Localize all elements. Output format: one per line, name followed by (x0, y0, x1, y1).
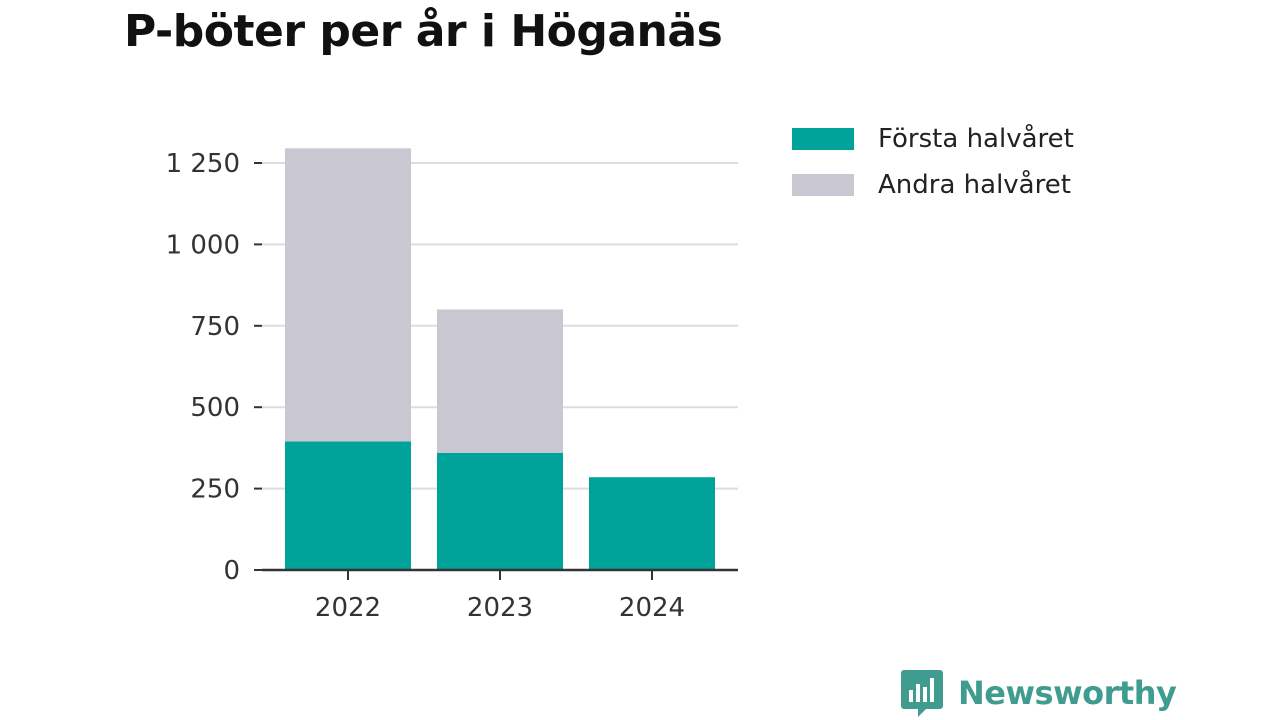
bar-chart-speech-bubble-icon (901, 670, 943, 717)
y-tick-label-1250: 1 250 (166, 149, 240, 179)
legend-item-forsta: Första halvåret (792, 116, 1074, 162)
y-tick-label-1000: 1 000 (166, 230, 240, 260)
bars (285, 148, 715, 570)
y-tick-label-0: 0 (223, 556, 240, 586)
legend-item-andra: Andra halvåret (792, 162, 1074, 208)
bar-2022-series-0 (285, 441, 411, 570)
y-tick-label-500: 500 (190, 393, 240, 423)
bar-2024-series-0 (589, 477, 715, 570)
bar-2022-series-1 (285, 148, 411, 442)
legend-swatch-forsta (792, 128, 854, 150)
y-tick-label-750: 750 (190, 312, 240, 342)
axes: 0 250 500 750 1 000 1 250 2022 2023 2024 (166, 149, 738, 623)
bar-2023-series-1 (437, 309, 563, 453)
legend-label-andra: Andra halvåret (878, 170, 1071, 200)
legend: Första halvåret Andra halvåret (792, 116, 1074, 208)
legend-label-forsta: Första halvåret (878, 124, 1074, 154)
legend-swatch-andra (792, 174, 854, 196)
y-tick-label-250: 250 (190, 475, 240, 505)
x-tick-label-2022: 2022 (315, 593, 381, 623)
bar-2023-series-0 (437, 452, 563, 570)
x-tick-label-2023: 2023 (467, 593, 533, 623)
chart-title: P-böter per år i Höganäs (124, 6, 723, 57)
brand-name: Newsworthy (958, 674, 1177, 712)
x-tick-label-2024: 2024 (619, 593, 685, 623)
brand-logo: Newsworthy (900, 668, 1177, 718)
